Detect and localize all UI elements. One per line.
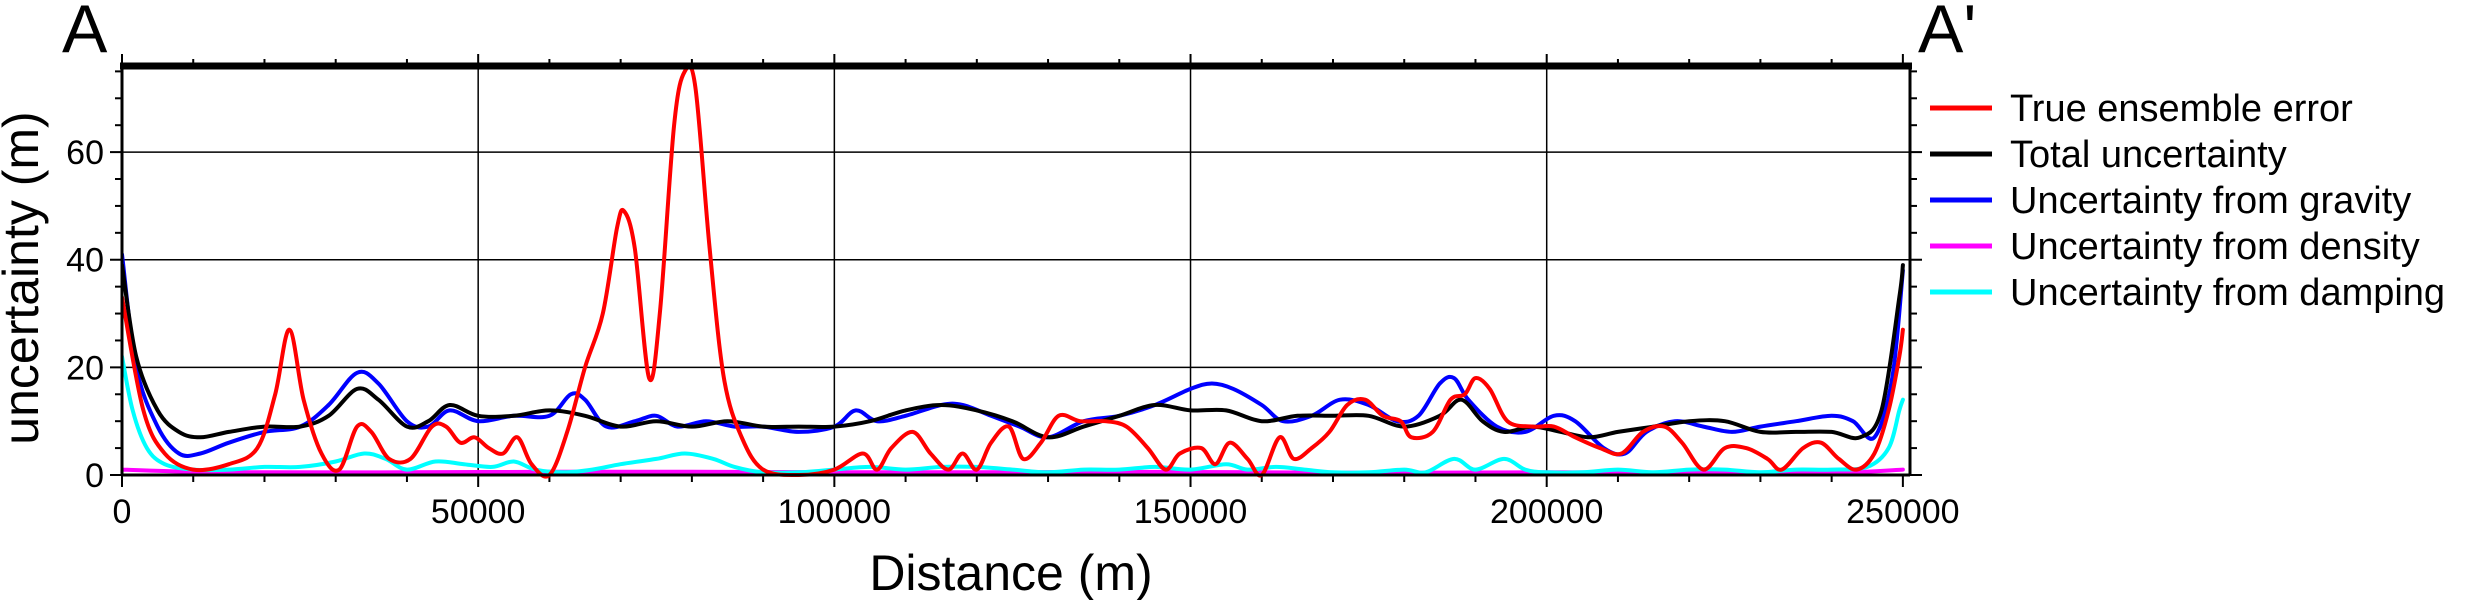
x-tick-label: 250000 [1846, 493, 1959, 531]
x-tick-label: 200000 [1490, 493, 1603, 531]
y-tick-label: 40 [66, 242, 104, 280]
x-tick-label: 0 [113, 493, 132, 531]
series-line-uncertainty-from-density [122, 467, 1905, 476]
section-start-label: A [62, 0, 108, 67]
y-tick-label: 20 [66, 349, 104, 387]
legend-entry-total-uncertainty: Total uncertainty [1930, 134, 2287, 176]
tick-labels: 0 50000 100000 150000 200000 250000 0 20 40 60 [66, 134, 1959, 531]
series-lines [122, 66, 1905, 479]
series-line-total-uncertainty [122, 263, 1905, 441]
y-tick-label: 60 [66, 134, 104, 172]
plot-frame [120, 62, 1912, 477]
legend-entry-uncertainty-from-damping: Uncertainty from damping [1930, 272, 2445, 314]
y-axis-label: uncertainty (m) [0, 111, 49, 444]
legend-label: Uncertainty from damping [2010, 272, 2445, 314]
series-line-true-ensemble-error [122, 66, 1905, 479]
legend-entry-true-ensemble-error: True ensemble error [1930, 88, 2353, 130]
legend-entry-uncertainty-from-gravity: Uncertainty from gravity [1930, 180, 2411, 222]
x-tick-label: 100000 [778, 493, 891, 531]
series-line-uncertainty-from-gravity [122, 252, 1905, 458]
section-end-label: A' [1918, 0, 1976, 67]
series-line-uncertainty-from-damping [122, 354, 1905, 475]
grid-lines [122, 66, 1910, 475]
legend-label: True ensemble error [2010, 88, 2353, 130]
x-axis-label: Distance (m) [869, 545, 1152, 600]
y-tick-label: 0 [85, 457, 104, 495]
legend-label: Uncertainty from gravity [2010, 180, 2411, 222]
legend-label: Uncertainty from density [2010, 226, 2420, 268]
legend-entry-uncertainty-from-density: Uncertainty from density [1930, 226, 2420, 268]
x-tick-label: 50000 [431, 493, 526, 531]
x-tick-label: 150000 [1134, 493, 1247, 531]
legend-label: Total uncertainty [2010, 134, 2287, 176]
